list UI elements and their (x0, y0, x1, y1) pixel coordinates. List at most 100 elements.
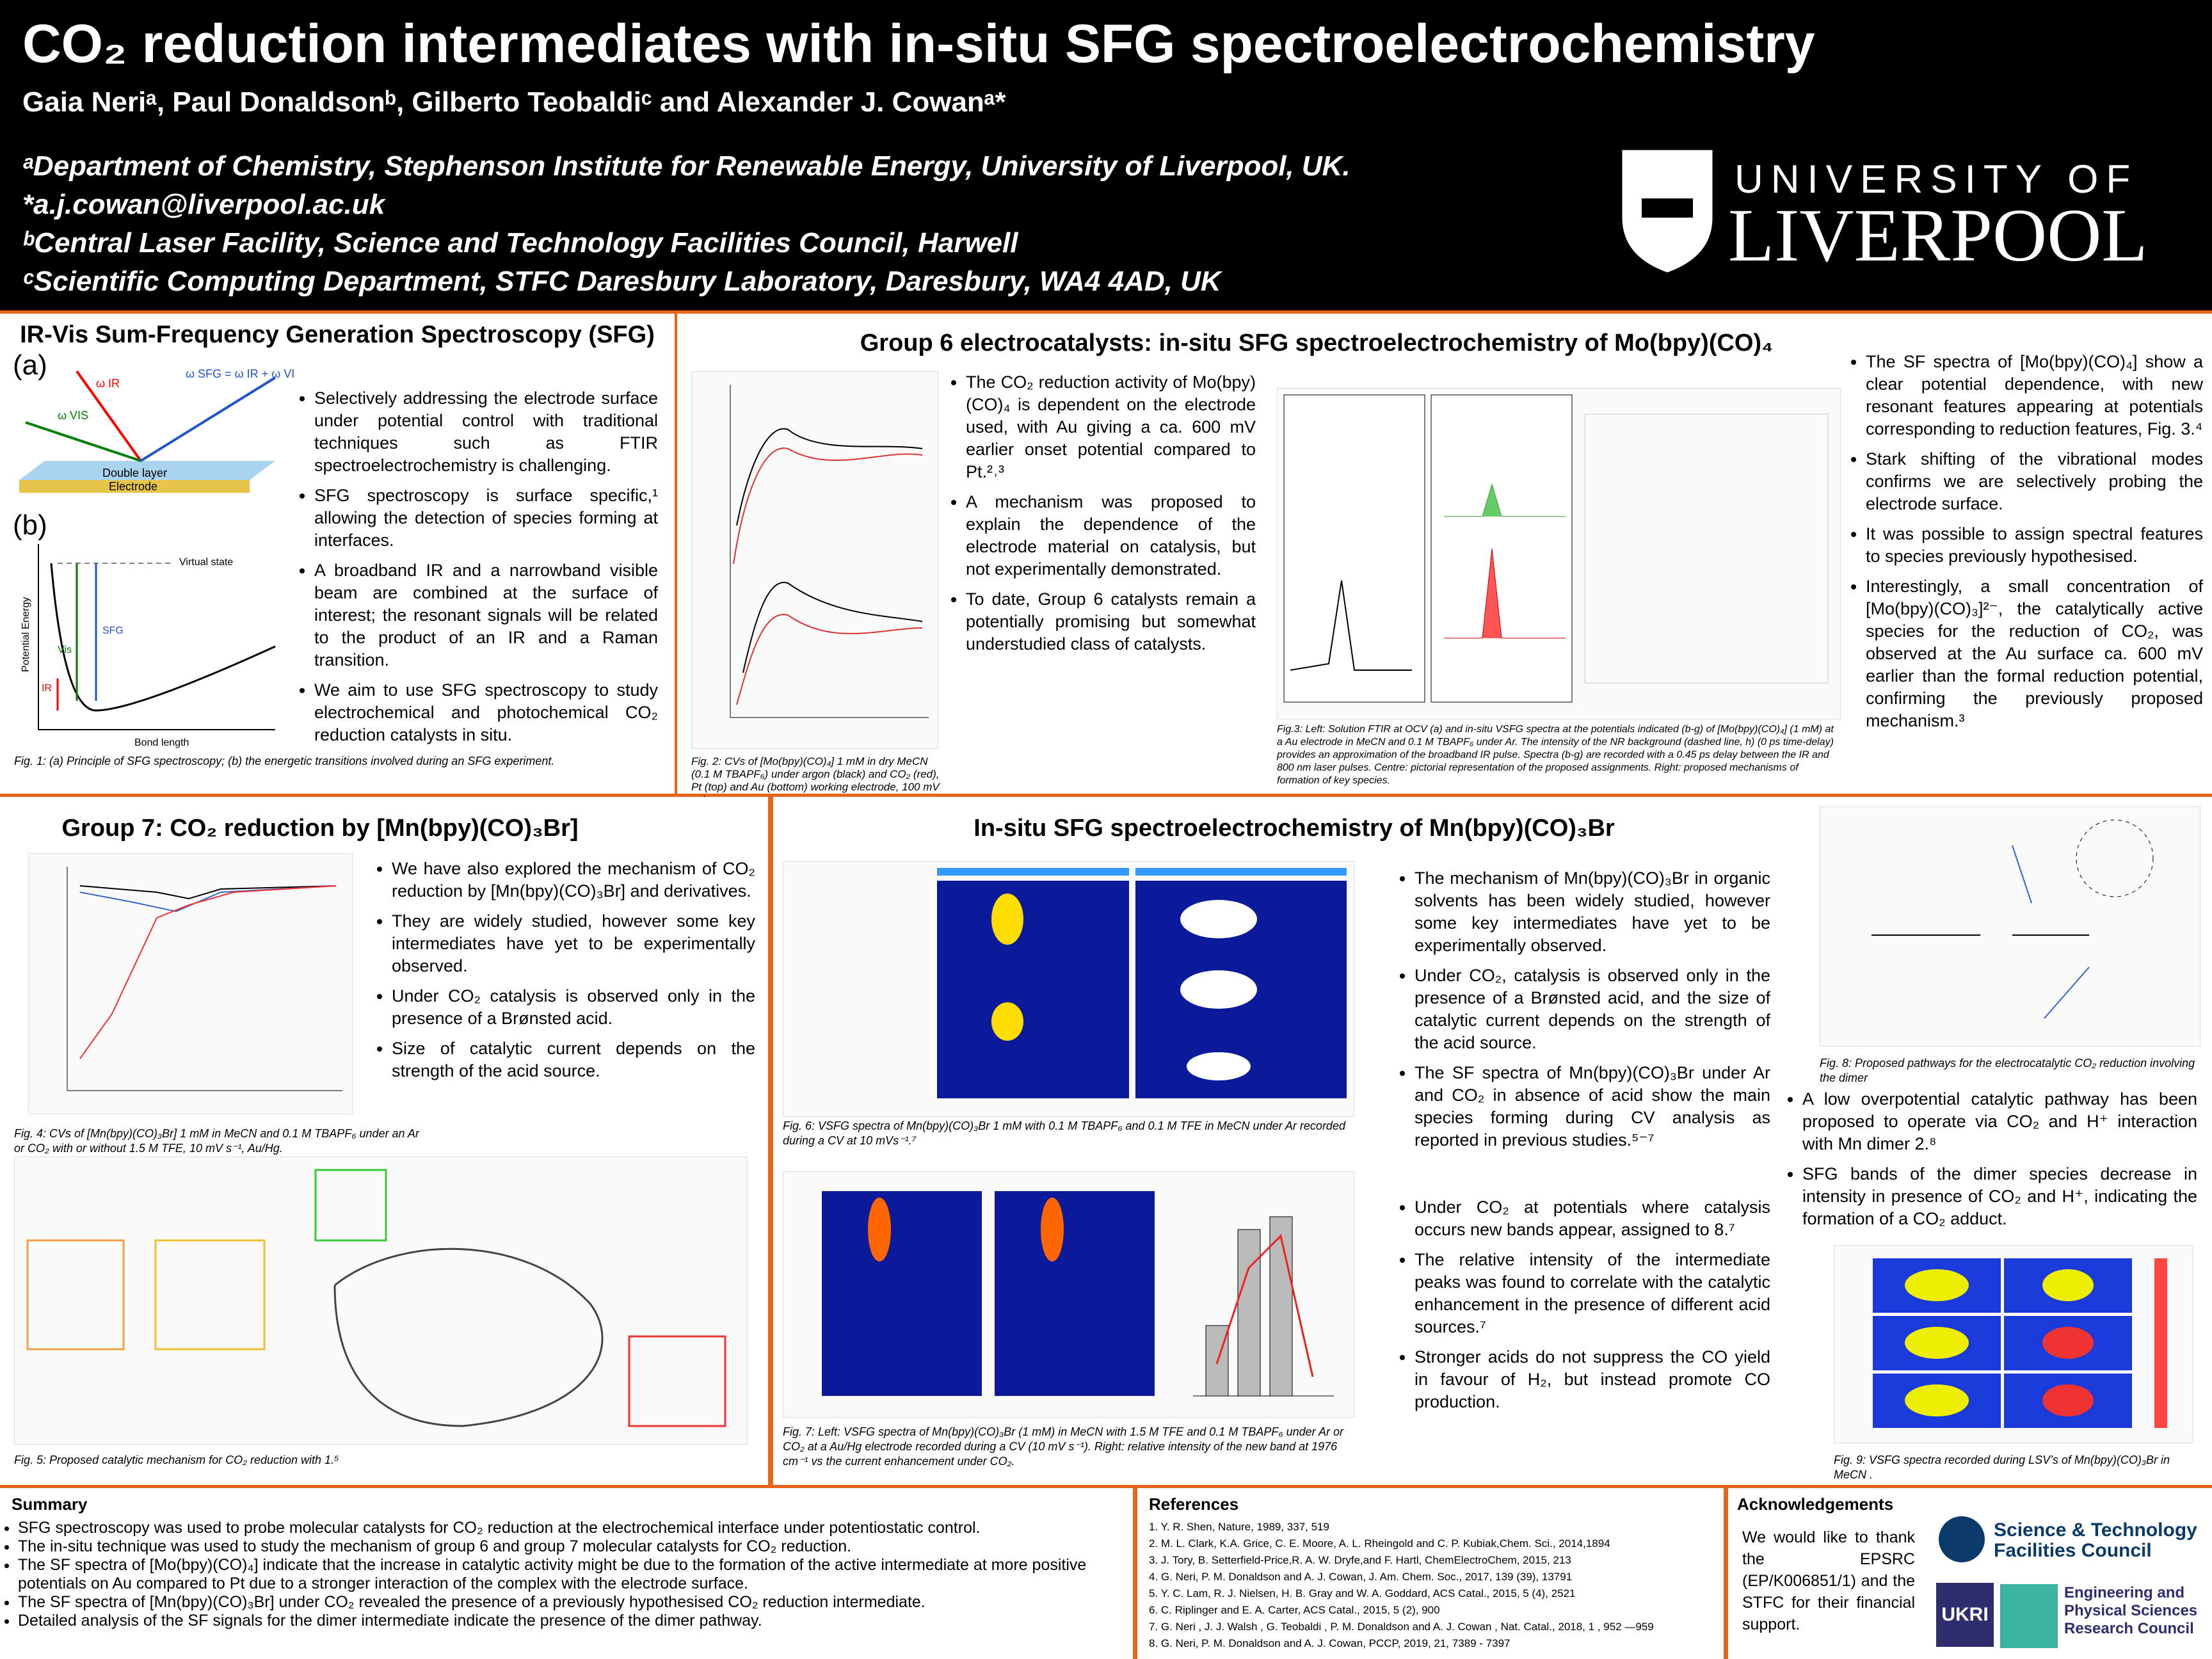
line: 4. G. Neri, P. M. Donaldson and A. J. Co… (1149, 1571, 1573, 1583)
group6-panel: Group 6 electrocatalysts: in-situ SFG sp… (677, 314, 2212, 806)
ukri-logo: UKRI (1936, 1583, 1994, 1647)
bullet: The SF spectra of Mn(bpy)(CO)₃Br under A… (1415, 1062, 1770, 1151)
panel-title: IR-Vis Sum-Frequency Generation Spectros… (20, 321, 655, 348)
reference-list: 1. Y. R. Shen, Nature, 1989, 337, 519 2. … (1149, 1519, 1719, 1652)
bullet: Under CO₂ catalysis is observed only in … (392, 985, 755, 1030)
bullet: Size of catalytic current depends on the… (392, 1038, 755, 1082)
logo-line2: LIVERPOOL (1728, 193, 2148, 277)
figure-8 (1820, 806, 2200, 1046)
fig-text: Potential Energy (20, 597, 31, 672)
authors: Gaia Neriᵃ, Paul Donaldsonᵇ, Gilberto Te… (22, 86, 1006, 118)
figure-7 (783, 1171, 1354, 1418)
fig-text: Vis (58, 645, 72, 655)
bullet: Stronger acids do not suppress the CO yi… (1415, 1346, 1770, 1413)
bullet: The SF spectra of [Mo(bpy)(CO)₄] indicat… (18, 1556, 1120, 1593)
panel-title: Group 6 electrocatalysts: in-situ SFG sp… (860, 330, 1774, 357)
bullets: Selectively addressing the electrode sur… (296, 387, 658, 754)
bullet: They are widely studied, however some ke… (392, 910, 755, 977)
bullets: The SF spectra of [Mo(bpy)(CO)₄] show a … (1848, 351, 2203, 740)
fig-text: Electrode (109, 480, 157, 493)
fig-label: (a) (13, 352, 47, 381)
bullet: SFG bands of the dimer species decrease … (1802, 1163, 2197, 1230)
bullet: SFG spectroscopy was used to probe molec… (18, 1519, 1120, 1537)
bullet: Detailed analysis of the SF signals for … (18, 1612, 1120, 1630)
fig-text: Bond length (134, 737, 189, 748)
caption: Fig. 5: Proposed catalytic mechanism for… (14, 1454, 339, 1466)
line: *a.j.cowan@liverpool.ac.uk (22, 189, 385, 220)
line: 6. C. Riplinger and E. A. Carter, ACS Ca… (1149, 1604, 1440, 1616)
bullet: Under CO₂, catalysis is observed only in… (1415, 965, 1770, 1054)
electrode (19, 480, 250, 493)
panel-title: Summary (12, 1495, 88, 1514)
bullets: A low overpotential catalytic pathway ha… (1784, 1088, 2197, 1238)
bullets: The mechanism of Mn(bpy)(CO)₃Br in organ… (1397, 867, 1770, 1159)
fig-label: (b) (13, 509, 47, 541)
epsrc-name: Engineering and Physical Sciences Resear… (2064, 1584, 2198, 1637)
fig-text: ω SFG = ω IR + ω VIS (186, 367, 294, 380)
line: ᶜScientific Computing Department, STFC D… (22, 266, 1221, 297)
bullet: The CO₂ reduction activity of Mo(bpy)(CO… (966, 371, 1256, 483)
figure-4 (28, 853, 353, 1114)
caption: Fig. 1: (a) Principle of SFG spectroscop… (14, 755, 555, 767)
caption: Fig.3: Left: Solution FTIR at OCV (a) an… (1277, 724, 1834, 786)
sfg-panel: IR-Vis Sum-Frequency Generation Spectros… (0, 314, 675, 794)
bullet: The SF spectra of [Mo(bpy)(CO)₄] show a … (1866, 351, 2203, 440)
line: ᵇCentral Laser Facility, Science and Tec… (22, 227, 1018, 259)
fig-text: ω VIS (58, 409, 88, 422)
bullets: Under CO₂ at potentials where catalysis … (1397, 1196, 1770, 1421)
bullet: SFG spectroscopy is surface specific,¹ a… (314, 485, 658, 552)
line: 3. J. Tory, B. Setterfield-Price,R. A. W… (1149, 1554, 1571, 1566)
fig-text: ω IR (96, 377, 120, 390)
fig-text: IR (42, 683, 52, 694)
bullet: The mechanism of Mn(bpy)(CO)₃Br in organ… (1415, 867, 1770, 957)
bullet: We aim to use SFG spectroscopy to study … (314, 679, 658, 746)
acknowledgements-panel: Acknowledgements We would like to thank … (1728, 1488, 2212, 1659)
figure-5 (14, 1157, 748, 1445)
bullets: We have also explored the mechanism of C… (374, 858, 755, 1090)
panel-title: Group 7: CO₂ reduction by [Mn(bpy)(CO)₃B… (61, 815, 579, 842)
references-panel: References 1. Y. R. Shen, Nature, 1989, … (1137, 1488, 1724, 1659)
caption: Fig. 8: Proposed pathways for the electr… (1820, 1057, 2195, 1084)
line: 1. Y. R. Shen, Nature, 1989, 337, 519 (1149, 1521, 1329, 1533)
line: ᵃDepartment of Chemistry, Stephenson Ins… (22, 150, 1350, 182)
bullet: The relative intensity of the intermedia… (1415, 1249, 1770, 1338)
mn-panel: In-situ SFG spectroelectrochemistry of M… (773, 797, 2212, 1485)
line: 2. M. L. Clark, K.A. Grice, C. E. Moore,… (1149, 1537, 1610, 1550)
bullet: A mechanism was proposed to explain the … (966, 491, 1256, 581)
caption: Fig. 6: VSFG spectra of Mn(bpy)(CO)₃Br 1… (783, 1119, 1345, 1147)
bullet: We have also explored the mechanism of C… (392, 858, 755, 902)
panel-title: References (1149, 1495, 1239, 1514)
bullet: The in-situ technique was used to study … (18, 1537, 1120, 1556)
bullet: A low overpotential catalytic pathway ha… (1802, 1088, 2197, 1155)
stfc-logo (1939, 1516, 1985, 1562)
group7-panel: Group 7: CO₂ reduction by [Mn(bpy)(CO)₃B… (0, 797, 768, 1485)
title: CO₂ reduction intermediates with in-situ… (22, 13, 1815, 74)
affiliations: ᵃDepartment of Chemistry, Stephenson Ins… (22, 147, 1350, 301)
bullets: SFG spectroscopy was used to probe molec… (0, 1519, 1120, 1630)
fig-text: Virtual state (179, 557, 233, 568)
crest (1622, 150, 1713, 273)
fig-text: Double layer (102, 467, 167, 479)
figure-3 (1277, 388, 1841, 719)
double-layer (19, 461, 275, 480)
line: 7. G. Neri , J. J. Walsh , G. Teobaldi ,… (1149, 1621, 1654, 1633)
header: CO₂ reduction intermediates with in-situ… (0, 0, 2212, 310)
caption: Fig. 2: CVs of [Mo(bpy)(CO)₄] 1 mM in dr… (691, 755, 940, 806)
caption: Fig. 7: Left: VSFG spectra of Mn(bpy)(CO… (783, 1425, 1343, 1468)
stfc-name: Science & Technology Facilities Council (1994, 1519, 2197, 1561)
panel-title: In-situ SFG spectroelectrochemistry of M… (974, 815, 1615, 842)
bullet: Under CO₂ at potentials where catalysis … (1415, 1196, 1770, 1241)
summary-panel: Summary SFG spectroscopy was used to pro… (0, 1488, 1133, 1659)
bullet: A broadband IR and a narrowband visible … (314, 559, 658, 671)
caption: Fig. 4: CVs of [Mn(bpy)(CO)₃Br] 1 mM in … (14, 1127, 419, 1155)
epsrc-block (2000, 1584, 2058, 1648)
figure-1: (a) Double layer Electrode ω IR ω VIS ω … (13, 352, 294, 748)
figure-2 (691, 371, 938, 749)
panel-title: Acknowledgements (1737, 1495, 1894, 1514)
logo-line1: UNIVERSITY OF (1735, 157, 2138, 202)
bullet: Stark shifting of the vibrational modes … (1866, 448, 2203, 515)
bullet: Selectively addressing the electrode sur… (314, 387, 658, 477)
line: 5. Y. C. Lam, R. J. Nielsen, H. B. Gray … (1149, 1587, 1576, 1599)
fig-text: SFG (102, 625, 124, 636)
